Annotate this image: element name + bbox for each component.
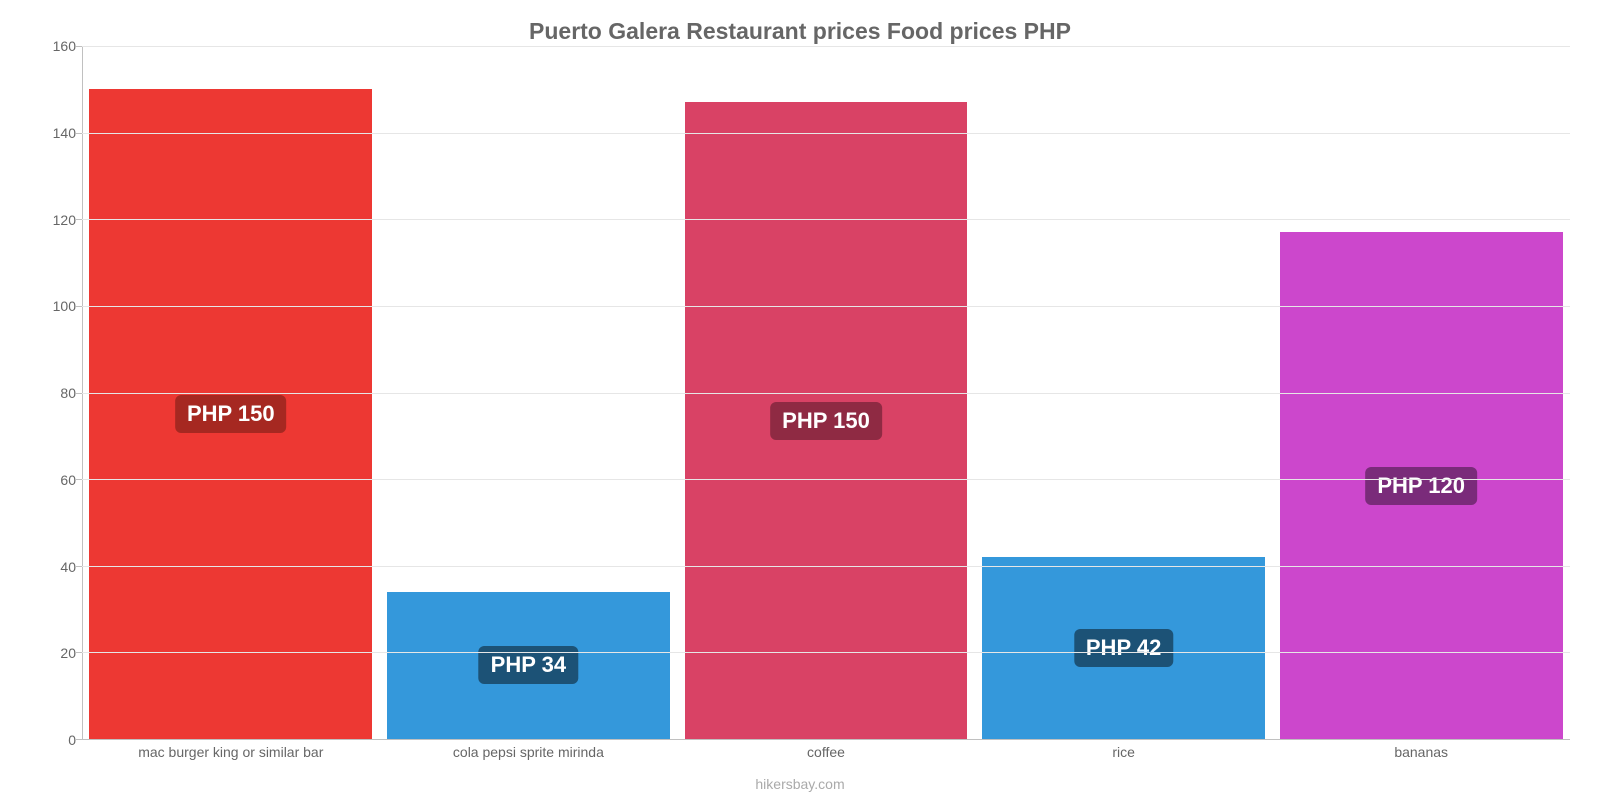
gridline — [82, 652, 1570, 653]
gridline — [82, 133, 1570, 134]
y-tick-label: 40 — [60, 559, 76, 575]
y-tick-mark — [76, 393, 82, 394]
gridline — [82, 393, 1570, 394]
y-tick-mark — [76, 479, 82, 480]
y-tick-label: 0 — [68, 732, 76, 748]
gridline — [82, 566, 1570, 567]
y-tick-mark — [76, 219, 82, 220]
footer-attribution: hikersbay.com — [0, 776, 1600, 792]
gridline — [82, 46, 1570, 47]
gridline — [82, 219, 1570, 220]
gridline — [82, 306, 1570, 307]
x-category-label: rice — [1112, 744, 1135, 760]
bar-value-label: PHP 150 — [175, 395, 287, 433]
bar-value-label: PHP 150 — [770, 402, 882, 440]
bar-value-label: PHP 42 — [1074, 629, 1173, 667]
x-category-label: coffee — [807, 744, 845, 760]
plot-area: PHP 150PHP 34PHP 150PHP 42PHP 120 — [82, 46, 1570, 740]
y-tick-label: 140 — [53, 125, 76, 141]
x-category-label: bananas — [1394, 744, 1448, 760]
x-category-label: cola pepsi sprite mirinda — [453, 744, 604, 760]
x-category-label: mac burger king or similar bar — [138, 744, 323, 760]
bar-value-label: PHP 120 — [1365, 467, 1477, 505]
y-tick-label: 100 — [53, 298, 76, 314]
y-tick-mark — [76, 133, 82, 134]
y-tick-mark — [76, 739, 82, 740]
y-tick-mark — [76, 46, 82, 47]
y-tick-mark — [76, 306, 82, 307]
x-axis-labels: mac burger king or similar bar cola pepsi… — [82, 744, 1570, 768]
y-tick-label: 60 — [60, 472, 76, 488]
y-tick-label: 80 — [60, 385, 76, 401]
y-tick-mark — [76, 652, 82, 653]
gridline — [82, 479, 1570, 480]
chart-title: Puerto Galera Restaurant prices Food pri… — [0, 0, 1600, 49]
chart-area: 020406080100120140160 PHP 150PHP 34PHP 1… — [40, 46, 1570, 740]
y-tick-label: 160 — [53, 38, 76, 54]
y-tick-mark — [76, 566, 82, 567]
y-tick-label: 20 — [60, 645, 76, 661]
y-tick-label: 120 — [53, 212, 76, 228]
